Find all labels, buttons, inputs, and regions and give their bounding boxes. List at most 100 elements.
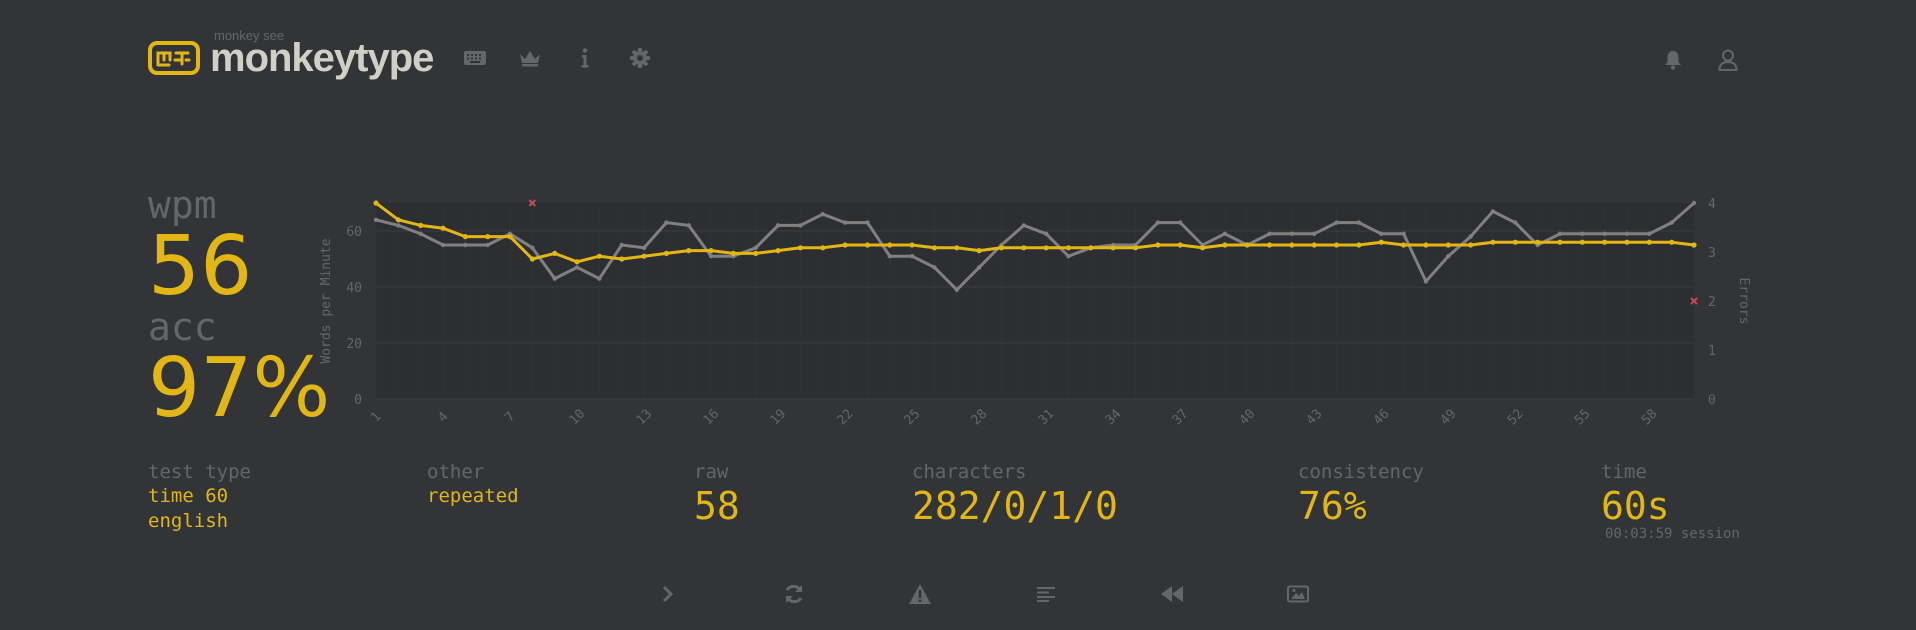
raw-value[interactable]: 58 bbox=[694, 484, 740, 528]
main-stats: wpm 56 acc 97% bbox=[148, 185, 330, 431]
series-point-raw bbox=[552, 276, 557, 281]
nav-leaderboards-button[interactable] bbox=[502, 38, 557, 78]
nav-about-button[interactable] bbox=[557, 38, 612, 78]
series-point-wpm bbox=[1021, 245, 1027, 251]
x-tick-label: 10 bbox=[567, 407, 589, 429]
account-button[interactable] bbox=[1700, 40, 1755, 80]
acc-value[interactable]: 97% bbox=[148, 341, 331, 436]
screenshot-button[interactable] bbox=[1235, 570, 1361, 618]
series-point-wpm bbox=[797, 245, 804, 251]
series-point-raw bbox=[1468, 234, 1473, 239]
chart-plot-area bbox=[376, 203, 1694, 399]
series-point-raw bbox=[485, 242, 490, 248]
brand-title: monkeytype bbox=[210, 36, 434, 80]
series-point-wpm bbox=[1669, 239, 1675, 245]
series-point-wpm bbox=[1445, 242, 1451, 248]
y-tick-label: 40 bbox=[346, 281, 362, 296]
y-axis-title: Words per Minute bbox=[319, 238, 334, 363]
series-point-raw bbox=[1289, 231, 1295, 236]
series-point-wpm bbox=[1646, 239, 1652, 245]
error-marker bbox=[528, 199, 537, 207]
series-point-raw bbox=[396, 223, 401, 228]
series-point-wpm bbox=[1132, 245, 1139, 251]
series-point-wpm bbox=[1535, 239, 1541, 245]
series-point-wpm bbox=[1333, 242, 1340, 248]
x-tick-label: 43 bbox=[1304, 407, 1326, 429]
characters-value[interactable]: 282/0/1/0 bbox=[912, 484, 1118, 528]
series-point-raw bbox=[954, 287, 960, 292]
restart-test-button[interactable] bbox=[731, 570, 857, 618]
series-point-raw bbox=[1691, 200, 1697, 206]
x-tick-label: 52 bbox=[1505, 407, 1527, 429]
replay-icon bbox=[1161, 586, 1183, 602]
series-point-wpm bbox=[1222, 242, 1228, 248]
series-point-raw bbox=[1379, 231, 1384, 236]
account-area bbox=[1645, 40, 1755, 80]
series-point-wpm bbox=[998, 245, 1005, 251]
series-point-raw bbox=[909, 254, 915, 259]
series-point-raw bbox=[1647, 231, 1652, 236]
series-point-raw bbox=[1312, 231, 1317, 236]
consistency-value[interactable]: 76% bbox=[1298, 484, 1367, 528]
series-point-raw bbox=[1267, 231, 1272, 236]
y2-tick-label: 1 bbox=[1708, 344, 1716, 359]
x-tick-label: 37 bbox=[1170, 407, 1192, 429]
x-tick-label: 1 bbox=[368, 409, 384, 425]
series-point-wpm bbox=[663, 250, 670, 256]
time-label: time bbox=[1601, 461, 1647, 483]
raw-label: raw bbox=[694, 461, 729, 483]
report-button[interactable] bbox=[857, 570, 983, 618]
bell-icon bbox=[1664, 51, 1681, 70]
other-stat: other repeated bbox=[427, 460, 519, 509]
session-time: 00:03:59 session bbox=[1605, 526, 1740, 542]
report-icon bbox=[909, 584, 931, 604]
x-tick-label: 55 bbox=[1572, 407, 1594, 429]
series-point-wpm bbox=[1289, 242, 1295, 248]
notifications-button[interactable] bbox=[1645, 40, 1700, 80]
series-point-wpm bbox=[1400, 242, 1407, 248]
series-point-wpm bbox=[1602, 239, 1608, 245]
series-point-wpm bbox=[552, 250, 558, 256]
characters-stat: characters 282/0/1/0 bbox=[912, 460, 1118, 528]
series-point-wpm bbox=[1043, 245, 1049, 251]
series-point-raw bbox=[1669, 220, 1674, 225]
time-value[interactable]: 60s bbox=[1601, 484, 1670, 528]
series-point-raw bbox=[686, 223, 691, 228]
series-point-raw bbox=[619, 242, 624, 248]
test-type-label: test type bbox=[148, 461, 251, 483]
word-history-button[interactable] bbox=[983, 570, 1109, 618]
brand[interactable]: monkey see monkeytype bbox=[210, 28, 434, 86]
series-point-raw bbox=[597, 276, 602, 281]
series-point-raw bbox=[641, 245, 647, 250]
y2-axis-title: Errors bbox=[1736, 278, 1751, 325]
gear-icon bbox=[629, 48, 650, 68]
series-point-raw bbox=[664, 220, 669, 225]
x-tick-label: 34 bbox=[1103, 406, 1125, 428]
test-type-language: english bbox=[148, 510, 229, 532]
x-tick-label: 28 bbox=[969, 407, 991, 429]
series-line-wpm bbox=[374, 201, 1696, 264]
nav-test-button[interactable] bbox=[447, 38, 502, 78]
series-point-wpm bbox=[1378, 239, 1384, 245]
nav-settings-button[interactable] bbox=[612, 38, 667, 78]
monkeytype-logo-icon[interactable] bbox=[148, 41, 200, 75]
series-point-raw bbox=[1356, 220, 1362, 225]
replay-button[interactable] bbox=[1109, 570, 1235, 618]
series-point-wpm bbox=[641, 253, 647, 259]
x-tick-label: 40 bbox=[1237, 407, 1259, 429]
series-point-wpm bbox=[887, 242, 893, 248]
series-point-wpm bbox=[529, 256, 535, 262]
wpm-label: wpm bbox=[148, 183, 217, 227]
other-label: other bbox=[427, 461, 485, 483]
test-type-mode: time 60 bbox=[148, 485, 229, 507]
next-test-button[interactable] bbox=[605, 570, 731, 618]
series-point-wpm bbox=[1311, 242, 1317, 248]
series-point-raw bbox=[865, 220, 870, 225]
x-tick-label: 31 bbox=[1036, 407, 1058, 429]
series-point-wpm bbox=[1490, 239, 1496, 245]
series-point-raw bbox=[574, 265, 580, 270]
series-point-raw bbox=[440, 242, 446, 248]
wpm-value[interactable]: 56 bbox=[148, 219, 253, 314]
series-point-raw bbox=[1178, 220, 1183, 225]
series-point-raw bbox=[842, 220, 848, 225]
